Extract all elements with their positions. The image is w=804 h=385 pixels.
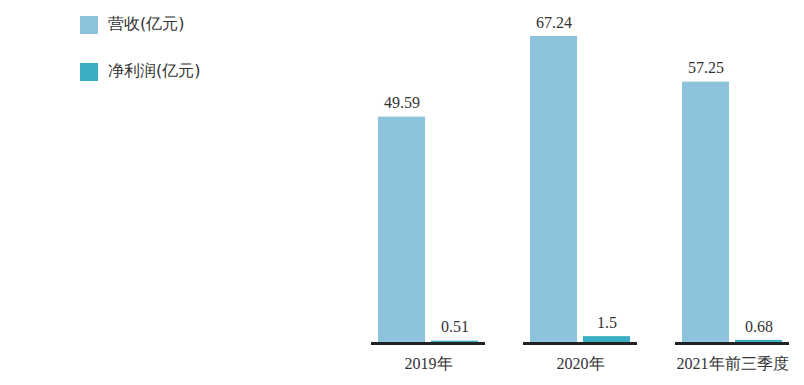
svg-text:57.25: 57.25 — [688, 59, 724, 76]
svg-text:67.24: 67.24 — [536, 14, 572, 31]
svg-text:2021年前三季度: 2021年前三季度 — [677, 355, 789, 372]
html-text:营收(亿元): 营收(亿元) — [108, 14, 185, 33]
svg-text:0.68: 0.68 — [745, 318, 773, 335]
svg-text:49.59: 49.59 — [384, 94, 420, 111]
html-text:净利润(亿元): 净利润(亿元) — [108, 61, 201, 80]
svg-text:2019年: 2019年 — [405, 355, 453, 372]
svg-text:2020年: 2020年 — [557, 355, 605, 372]
svg-text:1.5: 1.5 — [597, 314, 617, 331]
svg-text:0.51: 0.51 — [441, 318, 469, 335]
